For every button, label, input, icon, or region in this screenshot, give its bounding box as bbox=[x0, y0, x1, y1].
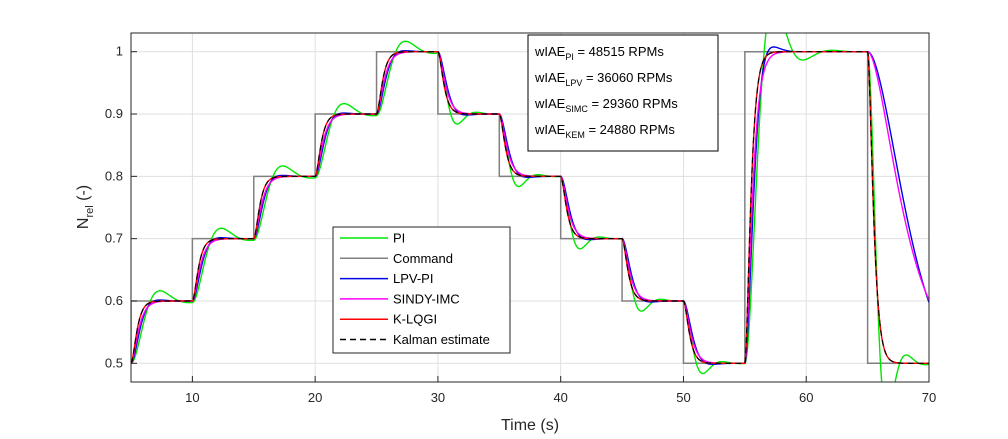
wiae-value: = 48515 RPMs bbox=[574, 44, 664, 59]
x-tick-label: 40 bbox=[553, 390, 567, 405]
wiae-subscript: KEM bbox=[565, 130, 585, 140]
axis-ticks: 10 20 30 40 50 60 70 0.5 0.6 0.7 0.8 0.9 1 bbox=[105, 44, 936, 405]
wiae-label: wIAE bbox=[534, 96, 566, 111]
axes-box bbox=[130, 32, 930, 383]
x-axis-label: Time (s) bbox=[501, 417, 559, 434]
legend-label: LPV-PI bbox=[393, 271, 433, 286]
legend-label: PI bbox=[393, 231, 405, 246]
wiae-subscript: LPV bbox=[565, 78, 582, 88]
y-tick-label: 0.6 bbox=[105, 293, 123, 308]
wiae-value: = 36060 RPMs bbox=[582, 70, 672, 85]
series-line-kalman-estimate bbox=[131, 51, 929, 364]
x-tick-label: 20 bbox=[308, 390, 322, 405]
x-tick-label: 30 bbox=[431, 390, 445, 405]
wiae-subscript: SIMC bbox=[565, 104, 588, 114]
wiae-value: = 24880 RPMs bbox=[585, 122, 675, 137]
wiae-annotation: wIAELPV = 36060 RPMs bbox=[534, 70, 673, 88]
wiae-subscript: PI bbox=[565, 52, 574, 62]
y-tick-label: 0.7 bbox=[105, 231, 123, 246]
legend-label: Kalman estimate bbox=[393, 332, 490, 347]
wiae-annotation: wIAESIMC = 29360 RPMs bbox=[534, 96, 678, 114]
x-tick-label: 70 bbox=[922, 390, 936, 405]
y-tick-label: 0.5 bbox=[105, 355, 123, 370]
y-tick-label: 0.9 bbox=[105, 106, 123, 121]
y-axis-label-base: N bbox=[75, 218, 92, 230]
x-tick-label: 10 bbox=[185, 390, 199, 405]
y-axis-label-sub: rel bbox=[84, 205, 96, 217]
series-layer bbox=[131, 33, 929, 382]
wiae-value: = 29360 RPMs bbox=[588, 96, 678, 111]
y-axis-label-unit: (-) bbox=[75, 185, 92, 205]
y-tick-label: 1 bbox=[116, 44, 123, 59]
wiae-label: wIAE bbox=[534, 122, 566, 137]
legend-label: K-LQGI bbox=[393, 312, 437, 327]
y-axis-label: Nrel (-) bbox=[75, 185, 96, 229]
legend-label: Command bbox=[393, 251, 453, 266]
x-tick-label: 60 bbox=[799, 390, 813, 405]
wiae-label: wIAE bbox=[534, 70, 566, 85]
y-tick-label: 0.8 bbox=[105, 168, 123, 183]
wiae-label: wIAE bbox=[534, 44, 566, 59]
svg-text:Nrel (-): Nrel (-) bbox=[75, 185, 96, 229]
legend-label: SINDY-IMC bbox=[393, 291, 460, 306]
wiae-annotation: wIAEKEM = 24880 RPMs bbox=[534, 122, 675, 140]
x-tick-label: 50 bbox=[676, 390, 690, 405]
wiae-annotation: wIAEPI = 48515 RPMs bbox=[534, 44, 664, 62]
legend: PI Command LPV-PI SINDY-IMC K-LQGI Kalman est… bbox=[332, 226, 511, 354]
